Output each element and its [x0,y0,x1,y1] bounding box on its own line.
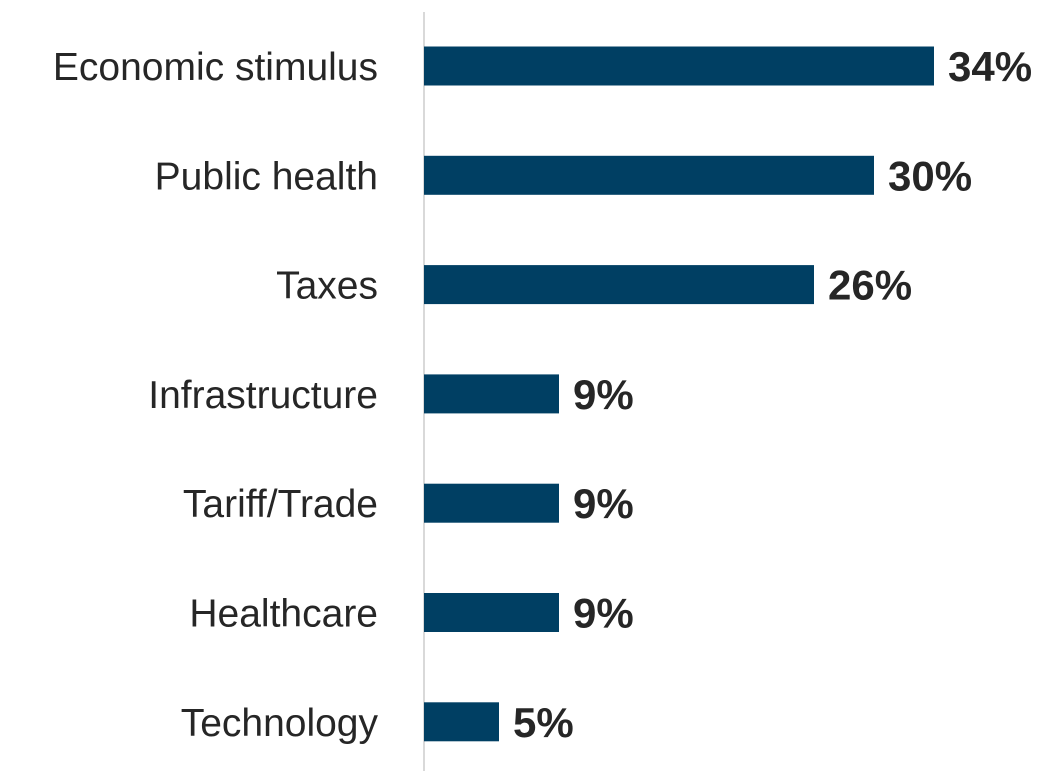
bar-taxes [424,265,814,305]
value-label-tariff-trade: 9% [573,480,634,527]
category-label-taxes: Taxes [276,265,378,308]
category-label-infrastructure: Infrastructure [148,374,378,417]
value-label-technology: 5% [513,699,574,746]
bar-infrastructure [424,374,559,414]
category-label-tariff-trade: Tariff/Trade [183,483,378,526]
category-label-public-health: Public health [155,155,378,198]
bars-group [424,46,934,742]
category-label-economic-stimulus: Economic stimulus [53,46,378,89]
category-label-technology: Technology [181,702,379,745]
value-label-infrastructure: 9% [573,371,634,418]
bar-healthcare [424,593,559,632]
bar-public-health [424,155,874,195]
bar-technology [424,702,499,742]
category-labels-group: Economic stimulus Public health Taxes Infra… [53,46,379,745]
value-label-healthcare: 9% [573,590,634,637]
value-labels-group: 34% 30% 26% 9% 9% 9% 5% [513,43,1032,746]
category-label-healthcare: Healthcare [189,593,378,636]
bar-tariff-trade [424,483,559,523]
value-label-economic-stimulus: 34% [948,43,1032,90]
value-label-public-health: 30% [888,152,972,199]
bar-economic-stimulus [424,46,934,86]
value-label-taxes: 26% [828,262,912,309]
